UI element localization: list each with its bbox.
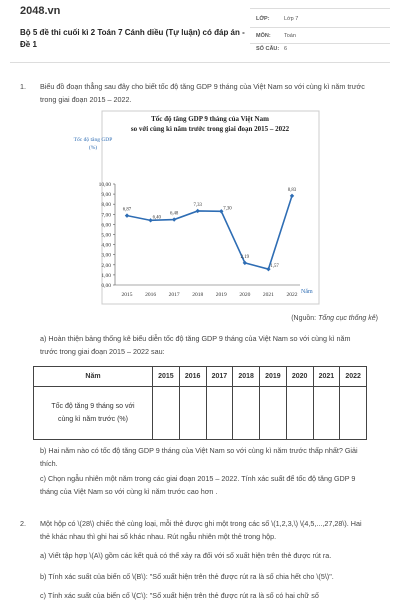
y-tick-label: 3,00 [101,253,111,259]
y-axis-label-box: Tốc độ tăng GDP (%) [73,137,113,151]
chart: Tốc độ tăng GDP 9 tháng của Việt Nam so … [73,110,320,305]
header-cell: 2019 [259,366,287,387]
x-tick-label: 2019 [216,292,227,298]
part-text: a) Hoàn thiện bảng thống kê biểu diễn tố… [40,334,351,356]
data-point [219,209,224,214]
header-cell: 2017 [205,366,234,387]
chart-frame [101,110,320,305]
y-tick-label: 7,00 [101,212,111,218]
data-point [171,217,177,222]
info-value: 6 [284,46,288,52]
question-number: 1. [20,82,26,91]
question-number: 2. [20,519,26,528]
x-tick-label: 2017 [169,292,180,298]
y-tick-label: 10,00 [99,182,112,188]
x-tick-label: 2018 [192,292,203,298]
header-cell: 2015 [152,366,180,387]
data-label: 6,40 [153,215,162,220]
empty-cell [339,386,367,440]
y-tick-label: 5,00 [101,233,111,239]
header-cell: 2022 [339,366,367,387]
divider [10,62,390,63]
table-row: Năm 2015 2016 2017 2018 2019 2020 2021 2022 [33,366,367,387]
question-text: Một hộp có \(28\) chiếc thẻ cùng loại, m… [40,519,362,541]
y-axis-label: Tốc độ tăng GDP (%) [73,137,113,151]
part-text: a) Viết tập hợp \(A\) gồm các kết quả có… [40,551,332,560]
data-point [124,213,130,218]
info-value: Lớp 7 [284,16,299,22]
y-tick-label: 0,00 [101,283,111,289]
table-row: Tốc độ tăng 9 tháng so với cùng kì năm t… [33,386,367,440]
data-label: 1,57 [270,264,279,269]
x-tick-label: 2021 [263,292,274,298]
header-cell: 2021 [312,366,341,387]
data-point [242,260,248,266]
data-label: 6,87 [123,208,132,213]
y-tick-label: 8,00 [101,202,111,208]
header-cell: 2016 [178,366,207,387]
y-tick-label: 1,00 [101,273,111,279]
divider [250,43,390,44]
x-tick-label: 2016 [145,292,156,298]
data-label: 6,48 [170,212,179,217]
data-label: 7,30 [223,206,232,211]
empty-cell [232,386,260,440]
empty-cell [205,386,234,440]
empty-cell [178,386,207,440]
empty-cell [285,386,314,440]
header-cell: Năm [33,366,153,387]
question-text: Biểu đồ đoạn thẳng sau đây cho biết tốc … [40,82,365,104]
part-text: c) Chọn ngẫu nhiên một năm trong các gia… [40,474,356,496]
data-point [289,193,295,199]
data-label: 7,33 [194,203,203,208]
data-point [148,218,153,223]
part-text: b) Hai năm nào có tốc độ tăng GDP 9 thán… [40,446,358,468]
data-label: 8,83 [288,188,297,193]
empty-cell [312,386,341,440]
y-tick-label: 2,00 [101,263,111,269]
x-tick-label: 2022 [287,292,298,298]
info-label: LỚP: [256,16,270,22]
y-tick-label: 9,00 [101,192,111,198]
info-value: Toán [284,33,296,39]
chart-subtitle: so với cùng kì năm trước trong giai đoạn… [131,125,290,133]
divider [250,8,390,9]
doc-title: Bộ 5 đề thi cuối kì 2 Toán 7 Cánh diều (… [20,28,245,49]
logo[interactable]: 2048.vn [20,5,61,17]
data-label: 2,19 [241,255,250,260]
row-cell: Tốc độ tăng 9 tháng so với cùng kì năm t… [33,386,153,440]
chart-title: Tốc độ tăng GDP 9 tháng của Việt Nam [151,115,269,123]
x-tick-label: 2015 [122,292,133,298]
x-tick-label: 2020 [239,292,250,298]
divider [250,27,390,28]
part-text: c) Tính xác suất của biến cố \(C\): "Số … [40,591,319,600]
source-prefix: (Nguồn: [291,315,317,322]
data-line [126,195,293,271]
source-name: Tổng cục thống kê [318,315,376,322]
info-label: SỐ CÂU: [256,46,280,52]
header-cell: 2020 [285,366,314,387]
info-label: MÔN: [256,33,271,39]
source-suffix: ) [375,315,378,322]
empty-cell [152,386,180,440]
table: Năm 2015 2016 2017 2018 2019 2020 2021 2022 Tốc đ… [33,366,367,440]
x-axis-label: Năm [301,289,313,295]
part-text: b) Tính xác suất của biến cố \(B\): "Số … [40,572,334,581]
source: (Nguồn: Tổng cục thống kê) [291,312,378,325]
y-tick-label: 6,00 [101,222,111,228]
y-tick-label: 4,00 [101,243,111,249]
header-cell: 2018 [232,366,260,387]
empty-cell [259,386,287,440]
data-point [266,266,271,272]
data-point [195,208,200,214]
